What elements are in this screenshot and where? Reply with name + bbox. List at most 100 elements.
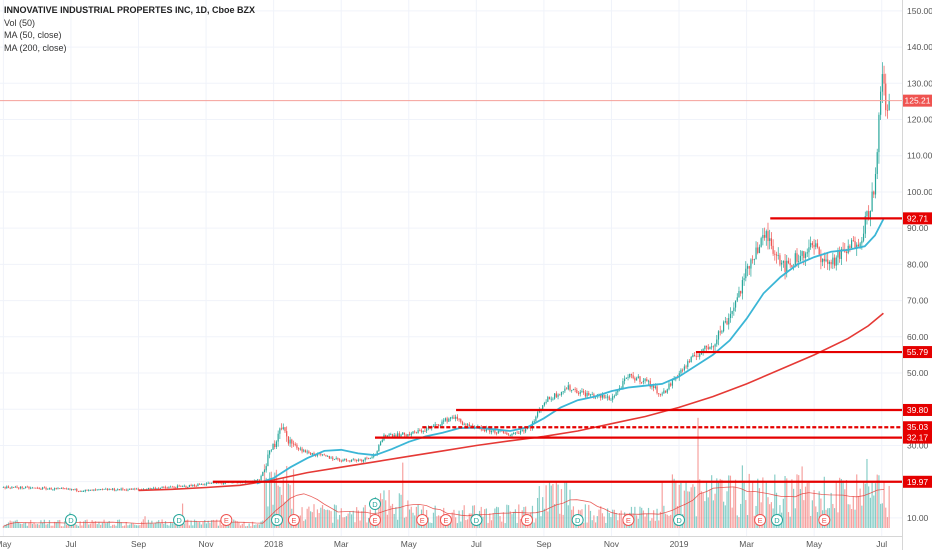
volume-bar xyxy=(746,515,749,528)
earnings-marker[interactable] xyxy=(754,514,767,526)
volume-bar xyxy=(330,511,332,528)
volume-bar xyxy=(823,476,825,528)
candle-body xyxy=(386,435,388,437)
ma200-line[interactable] xyxy=(138,312,884,492)
earnings-marker[interactable] xyxy=(220,514,233,526)
legend-ma50[interactable]: MA (50, close) xyxy=(4,30,62,40)
candle-body xyxy=(311,453,313,455)
candle-body xyxy=(842,249,844,250)
time-tick-label: Sep xyxy=(131,539,146,549)
dividend-marker[interactable] xyxy=(64,514,77,526)
candle-body xyxy=(878,114,880,153)
volume-bar xyxy=(11,521,13,528)
earnings-marker-letter: E xyxy=(626,516,631,525)
volume-bar xyxy=(289,485,291,528)
dividend-marker[interactable] xyxy=(470,514,483,526)
volume-bar xyxy=(391,503,394,528)
volume-bar xyxy=(513,511,515,528)
candle-body xyxy=(2,487,4,488)
dividend-marker[interactable] xyxy=(368,498,381,510)
price-tick-label: 70.00 xyxy=(907,296,929,306)
candle-body xyxy=(758,246,761,253)
volume-bar xyxy=(226,525,228,528)
volume-bar xyxy=(815,506,817,528)
candle-body xyxy=(393,434,395,437)
candle-body xyxy=(135,488,138,490)
candle-body xyxy=(432,425,435,427)
price-tick-label: 110.00 xyxy=(907,151,932,161)
volume-bar xyxy=(16,519,18,528)
volume-bar xyxy=(509,511,511,528)
candle-body xyxy=(748,266,750,269)
dividend-marker-letter: D xyxy=(575,516,581,525)
volume-bar xyxy=(253,525,255,528)
volume-bar xyxy=(598,509,600,528)
earnings-marker[interactable] xyxy=(439,514,452,526)
candle-body xyxy=(687,361,689,367)
candle-body xyxy=(282,427,284,430)
volume-bar xyxy=(260,521,262,528)
candle-body xyxy=(193,484,196,487)
candle-body xyxy=(571,390,573,391)
volume-bar xyxy=(535,518,537,528)
volume-bar xyxy=(490,520,493,528)
candle-body xyxy=(439,425,441,427)
volume-bar xyxy=(564,481,566,528)
candle-body xyxy=(357,459,359,461)
volume-bar xyxy=(733,487,735,528)
candle-body xyxy=(292,443,295,445)
volume-bar xyxy=(796,474,798,528)
earnings-marker[interactable] xyxy=(416,514,429,526)
volume-bar xyxy=(48,520,51,528)
candle-body xyxy=(559,394,561,396)
candle-body xyxy=(176,485,179,488)
volume-bar xyxy=(43,519,45,528)
volume-bar xyxy=(808,481,810,528)
legend-ma200[interactable]: MA (200, close) xyxy=(4,42,67,53)
earnings-marker[interactable] xyxy=(818,514,831,526)
candle-body xyxy=(533,420,535,423)
symbol-title[interactable]: INNOVATIVE INDUSTRIAL PROPERTES INC, 1D,… xyxy=(4,5,256,15)
last-price-label: 125.21 xyxy=(905,96,931,106)
candle-body xyxy=(301,448,303,452)
volume-bar xyxy=(229,522,231,528)
candle-body xyxy=(94,489,97,491)
candle-body xyxy=(455,416,457,419)
earnings-marker[interactable] xyxy=(622,514,635,526)
earnings-marker[interactable] xyxy=(521,514,534,526)
dividend-marker[interactable] xyxy=(571,514,584,526)
volume-bar xyxy=(193,519,196,528)
volume-bar xyxy=(507,505,510,528)
dividend-marker[interactable] xyxy=(673,514,686,526)
legend-volume[interactable]: Vol (50) xyxy=(4,17,36,28)
volume-bar xyxy=(89,523,92,528)
volume-bar xyxy=(257,524,259,528)
candle-body xyxy=(625,377,627,379)
candle-body xyxy=(724,321,726,323)
volume-bar xyxy=(149,523,151,528)
time-tick-label: 2019 xyxy=(670,539,689,549)
volume-bar xyxy=(642,510,644,528)
volume-bar xyxy=(441,522,443,528)
ma50-line[interactable] xyxy=(256,218,885,485)
earnings-marker[interactable] xyxy=(368,514,381,526)
volume-bar xyxy=(750,492,752,528)
candle-body xyxy=(345,458,348,461)
volume-bar xyxy=(199,521,201,528)
dividend-marker[interactable] xyxy=(173,514,186,526)
candle-body xyxy=(84,489,86,492)
candle-body xyxy=(120,488,122,490)
volume-bar xyxy=(344,517,346,528)
volume-bar xyxy=(436,516,438,528)
candle-body xyxy=(313,453,315,456)
earnings-marker[interactable] xyxy=(287,514,300,526)
candle-body xyxy=(507,434,510,436)
dividend-marker[interactable] xyxy=(771,514,784,526)
volume-bar xyxy=(654,520,656,528)
candle-body xyxy=(815,243,817,247)
volume-bar xyxy=(320,507,322,528)
volume-bar xyxy=(187,519,189,528)
dividend-marker[interactable] xyxy=(271,514,284,526)
